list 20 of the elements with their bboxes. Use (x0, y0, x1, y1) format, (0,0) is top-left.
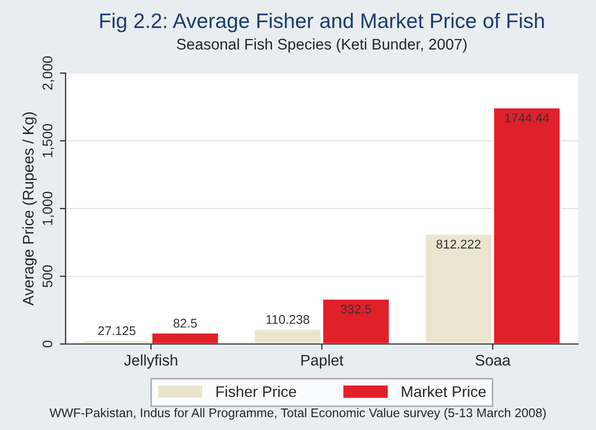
x-tick-label: Jellyfish (124, 354, 178, 369)
data-label: 110.238 (266, 315, 310, 324)
text: WWF-Pakistan, Indus for All Programme, Total Economic Value survey (5-13 March 2008) (50, 408, 546, 420)
x-tick-label: Paplet (301, 354, 344, 369)
legend-label: Market Price (402, 386, 486, 398)
y-tick-label: 1,500 (42, 124, 54, 158)
data-label: 1744.44 (505, 114, 550, 122)
data-label: 27.125 (98, 326, 136, 336)
y-tick-label: 2,000 (42, 56, 54, 90)
legend-label: Fisher Price (216, 386, 296, 398)
y-tick-label: 500 (42, 265, 52, 288)
y-tick-label: 0 (42, 340, 52, 348)
chart-subtitle: Seasonal Fish Species (Keti Bunder, 2007) (176, 38, 467, 53)
chart-title: Fig 2.2: Average Fisher and Market Price of Fish (100, 12, 544, 32)
data-label: 332.5 (340, 304, 372, 314)
data-label: 82.5 (174, 318, 197, 328)
y-tick-label: 1,000 (42, 192, 54, 225)
data-label: 812.222 (436, 240, 480, 249)
x-tick-label: Soaa (476, 354, 511, 366)
y-axis-title: Average Price (Rupees / Kg) (22, 112, 37, 306)
